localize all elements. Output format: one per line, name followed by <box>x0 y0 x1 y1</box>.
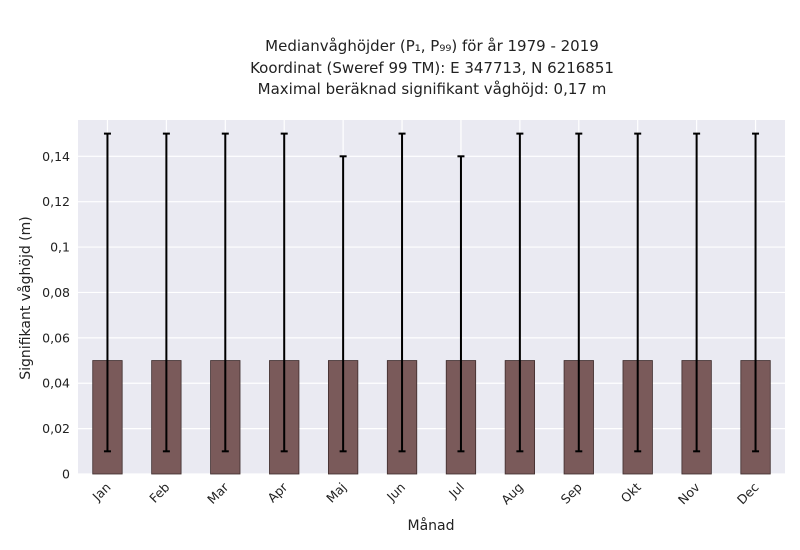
x-tick-label: Maj <box>323 480 349 506</box>
x-axis-ticks: Jan Feb Mar Apr Maj Jun Jul Aug Sep Okt Nov Dec <box>89 479 762 507</box>
x-tick-label: Jan <box>89 480 114 505</box>
y-tick-label: 0,06 <box>42 330 70 345</box>
title-line-3: Maximal beräknad signifikant våghöjd: 0,… <box>258 80 607 98</box>
error-bar <box>634 132 642 453</box>
error-bar <box>398 132 406 453</box>
x-tick-label: Sep <box>558 479 585 506</box>
error-bar <box>221 132 229 453</box>
y-axis-ticks: 0 0,02 0,04 0,06 0,08 0,1 0,12 0,14 <box>42 149 70 482</box>
y-axis-label: Signifikant våghöjd (m) <box>17 216 34 379</box>
x-tick-label: Feb <box>146 479 172 505</box>
error-bar <box>575 132 583 453</box>
x-tick-label: Apr <box>264 479 291 506</box>
x-tick-label: Dec <box>734 479 762 507</box>
y-tick-label: 0,14 <box>42 149 70 164</box>
x-tick-label: Nov <box>675 479 703 507</box>
error-bar <box>162 132 170 453</box>
title-line-1: Medianvåghöjder (P₁, P₉₉) för år 1979 - … <box>265 37 599 55</box>
chart-title: Medianvåghöjder (P₁, P₉₉) för år 1979 - … <box>250 37 614 98</box>
x-tick-label: Okt <box>618 479 644 505</box>
y-tick-label: 0,04 <box>42 376 70 391</box>
x-tick-label: Jul <box>445 480 467 502</box>
x-axis-label: Månad <box>408 517 455 534</box>
error-bar <box>280 132 288 453</box>
y-tick-label: 0,02 <box>42 421 70 436</box>
error-bar <box>103 132 111 453</box>
error-bar <box>339 155 347 453</box>
error-bar <box>693 132 701 453</box>
y-tick-label: 0 <box>62 467 70 482</box>
y-tick-label: 0,12 <box>42 194 70 209</box>
error-bar <box>457 155 465 453</box>
y-tick-label: 0,08 <box>42 285 70 300</box>
x-tick-label: Jun <box>383 480 408 505</box>
y-tick-label: 0,1 <box>50 240 70 255</box>
error-bars <box>103 132 760 453</box>
error-bar <box>516 132 524 453</box>
title-line-2: Koordinat (Sweref 99 TM): E 347713, N 62… <box>250 59 614 77</box>
plot-area <box>78 120 785 474</box>
error-bar <box>752 132 760 453</box>
x-tick-label: Mar <box>204 479 232 507</box>
x-tick-label: Aug <box>498 480 526 508</box>
